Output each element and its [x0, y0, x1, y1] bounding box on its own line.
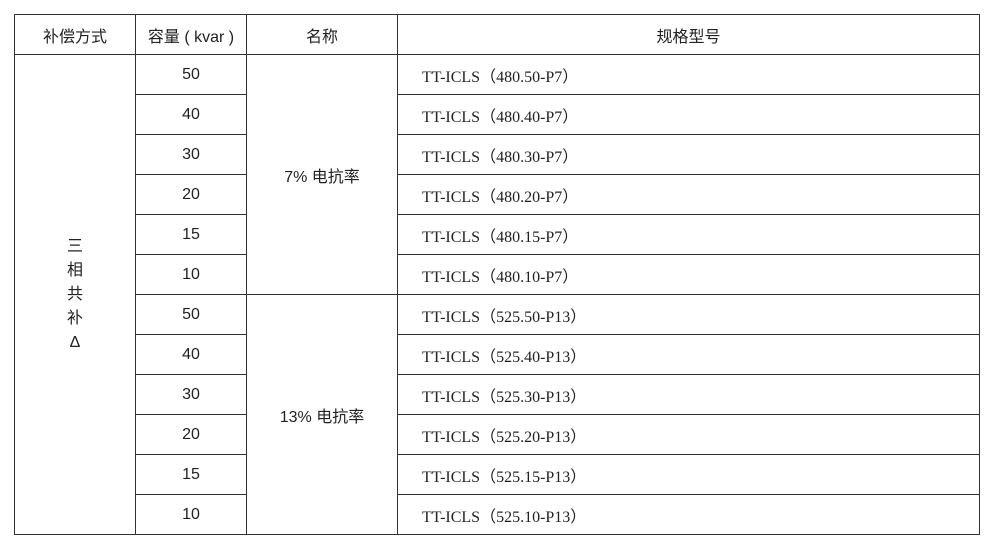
capacity-cell: 40	[135, 94, 247, 135]
model-cell: TT-ICLS（480.15-P7）	[397, 214, 980, 255]
table-row: 30 TT-ICLS（480.30-P7）	[15, 134, 980, 175]
table-row: 三相共补 Δ 50 7% 电抗率 TT-ICLS（480.50-P7）	[14, 54, 980, 535]
model-cell: TT-ICLS（480.40-P7）	[397, 94, 980, 135]
model-cell: TT-ICLS（525.50-P13）	[397, 294, 980, 335]
capacity-cell: 10	[135, 494, 247, 535]
reactance-name-cell: 13% 电抗率	[246, 294, 398, 535]
table-row: 15 TT-ICLS（525.15-P13）	[15, 454, 980, 495]
compensation-mode-char: 相	[66, 261, 83, 279]
table-row: 20 TT-ICLS（480.20-P7）	[15, 174, 980, 215]
capacity-cell: 20	[135, 414, 247, 455]
capacity-cell: 50	[135, 54, 247, 95]
table-row: 50 13% 电抗率 TT-ICLS（525.50-P13）	[15, 294, 980, 535]
table-row: 10 TT-ICLS（480.10-P7）	[15, 254, 980, 295]
header-mode: 补偿方式	[14, 14, 136, 55]
capacity-cell: 20	[135, 174, 247, 215]
spec-table: 补偿方式 容量 ( kvar ) 名称 规格型号 三相共补 Δ 50 7% 电抗率 TT…	[14, 14, 980, 535]
table-row: 40 TT-ICLS（480.40-P7）	[15, 94, 980, 135]
capacity-cell: 10	[135, 254, 247, 295]
table-row: 10 TT-ICLS（525.10-P13）	[15, 494, 980, 535]
header-row: 补偿方式 容量 ( kvar ) 名称 规格型号	[14, 14, 980, 55]
table-row: 40 TT-ICLS（525.40-P13）	[15, 334, 980, 375]
compensation-mode-char: 三	[66, 237, 83, 255]
table-row: 20 TT-ICLS（525.20-P13）	[15, 414, 980, 455]
capacity-cell: 50	[135, 294, 247, 335]
header-name: 名称	[246, 14, 398, 55]
capacity-cell: 15	[135, 214, 247, 255]
compensation-mode-char: Δ	[69, 333, 81, 351]
table-row: 15 TT-ICLS（480.15-P7）	[15, 214, 980, 255]
model-cell: TT-ICLS（480.30-P7）	[397, 134, 980, 175]
capacity-cell: 30	[135, 134, 247, 175]
header-capacity: 容量 ( kvar )	[135, 14, 247, 55]
capacity-cell: 40	[135, 334, 247, 375]
model-cell: TT-ICLS（525.30-P13）	[397, 374, 980, 415]
reactance-name-cell: 7% 电抗率	[246, 54, 398, 295]
capacity-cell: 30	[135, 374, 247, 415]
model-cell: TT-ICLS（525.20-P13）	[397, 414, 980, 455]
table-row: 30 TT-ICLS（525.30-P13）	[15, 374, 980, 415]
model-cell: TT-ICLS（525.10-P13）	[397, 494, 980, 535]
header-model: 规格型号	[397, 14, 980, 55]
model-cell: TT-ICLS（480.50-P7）	[397, 54, 980, 95]
compensation-mode-char: 补	[66, 309, 83, 327]
model-cell: TT-ICLS（525.15-P13）	[397, 454, 980, 495]
capacity-cell: 15	[135, 454, 247, 495]
model-cell: TT-ICLS（480.10-P7）	[397, 254, 980, 295]
model-cell: TT-ICLS（480.20-P7）	[397, 174, 980, 215]
compensation-mode-char: 共	[66, 285, 83, 303]
model-cell: TT-ICLS（525.40-P13）	[397, 334, 980, 375]
